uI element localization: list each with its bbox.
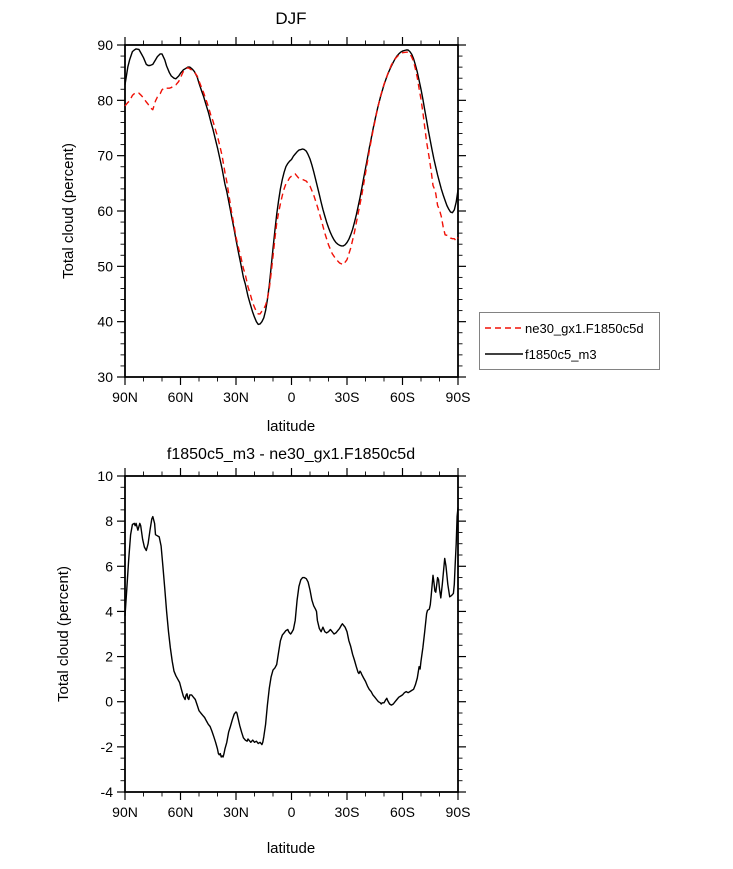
bottom-plot-area: 90N 60N 30N 0 30S 60S 90S -4 -2 0 2 4 6 8 10 xyxy=(97,468,470,820)
y-tick-label: 2 xyxy=(105,649,113,665)
legend-box: ne30_gx1.F1850c5d f1850c5_m3 xyxy=(479,312,660,370)
y-tick-label: -2 xyxy=(101,739,114,755)
series-line-f1850c5_m3 xyxy=(124,48,459,326)
y-tick-label: 8 xyxy=(105,513,113,529)
y-tick-label: 90 xyxy=(97,37,113,53)
x-tick-label: 60S xyxy=(390,804,415,820)
bottom-chart-title: f1850c5_m3 - ne30_gx1.F1850c5d xyxy=(167,446,415,463)
y-tick-label: 4 xyxy=(105,603,113,619)
top-y-axis-title: Total cloud (percent) xyxy=(60,143,77,279)
tick-marks xyxy=(117,468,466,800)
top-chart-title: DJF xyxy=(275,9,306,28)
y-tick-label: 0 xyxy=(105,694,113,710)
x-tick-label: 30N xyxy=(223,389,249,405)
y-tick-label: 30 xyxy=(97,369,113,385)
y-tick-label: 10 xyxy=(97,468,113,484)
y-tick-label: 6 xyxy=(105,558,113,574)
x-tick-label: 60N xyxy=(168,389,194,405)
bottom-y-axis-title: Total cloud (percent) xyxy=(55,566,72,702)
series-line-ne30_gx1.F1850c5d xyxy=(124,51,459,315)
x-tick-label: 90S xyxy=(446,389,471,405)
x-tick-label: 0 xyxy=(288,389,296,405)
y-tick-label: 40 xyxy=(97,314,113,330)
legend-item-ne30: ne30_gx1.F1850c5d xyxy=(480,315,659,341)
x-tick-label: 60S xyxy=(390,389,415,405)
y-tick-label: 60 xyxy=(97,203,113,219)
y-tick-label: 50 xyxy=(97,258,113,274)
top-x-axis-title: latitude xyxy=(267,418,315,435)
tick-marks xyxy=(117,37,466,385)
x-tick-label: 90S xyxy=(446,804,471,820)
x-tick-label: 30N xyxy=(223,804,249,820)
x-tick-label: 30S xyxy=(335,804,360,820)
x-tick-label: 60N xyxy=(168,804,194,820)
legend-dashed-line-sample xyxy=(485,327,523,329)
tick-labels: 90N 60N 30N 0 30S 60S 90S 30 40 50 60 70 80 90 xyxy=(97,37,470,405)
series-line-f1850c5_m3 - ne30_gx1.F1850c5d xyxy=(124,507,459,758)
x-tick-label: 0 xyxy=(288,804,296,820)
bottom-x-axis-title: latitude xyxy=(267,840,315,857)
x-tick-label: 90N xyxy=(112,389,138,405)
tick-labels: 90N 60N 30N 0 30S 60S 90S -4 -2 0 2 4 6 8 10 xyxy=(97,468,470,820)
legend-solid-line-sample xyxy=(485,353,523,355)
x-tick-label: 90N xyxy=(112,804,138,820)
y-tick-label: 70 xyxy=(97,148,113,164)
legend-label-ne30: ne30_gx1.F1850c5d xyxy=(525,320,644,336)
y-tick-label: -4 xyxy=(101,784,114,800)
y-tick-label: 80 xyxy=(97,92,113,108)
x-tick-label: 30S xyxy=(335,389,360,405)
legend-item-f1850: f1850c5_m3 xyxy=(480,341,659,367)
legend-label-f1850: f1850c5_m3 xyxy=(525,346,597,362)
plot-frame xyxy=(124,44,459,378)
top-plot-area: 90N 60N 30N 0 30S 60S 90S 30 40 50 60 70 80 90 xyxy=(97,37,470,405)
